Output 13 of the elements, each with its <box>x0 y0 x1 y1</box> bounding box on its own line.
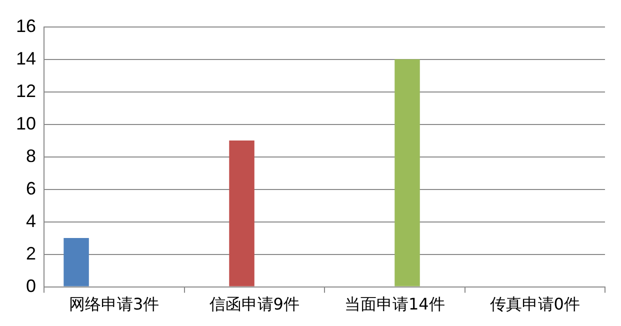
y-tick-label: 6 <box>26 178 36 198</box>
y-tick-label: 14 <box>16 48 36 68</box>
y-tick-label: 0 <box>26 276 36 296</box>
y-tick-label: 8 <box>26 146 36 166</box>
y-tick-label: 2 <box>26 243 36 264</box>
y-tick-label: 16 <box>16 16 36 36</box>
x-tick-label: 当面申请14件 <box>344 294 445 314</box>
x-tick-label: 信函申请9件 <box>209 294 300 314</box>
y-tick-label: 4 <box>26 210 36 231</box>
x-tick-label: 传真申请0件 <box>490 294 580 314</box>
x-tick-label: 网络申请3件 <box>69 294 160 314</box>
y-tick-label: 12 <box>16 80 36 101</box>
y-tick-label: 10 <box>16 113 36 134</box>
